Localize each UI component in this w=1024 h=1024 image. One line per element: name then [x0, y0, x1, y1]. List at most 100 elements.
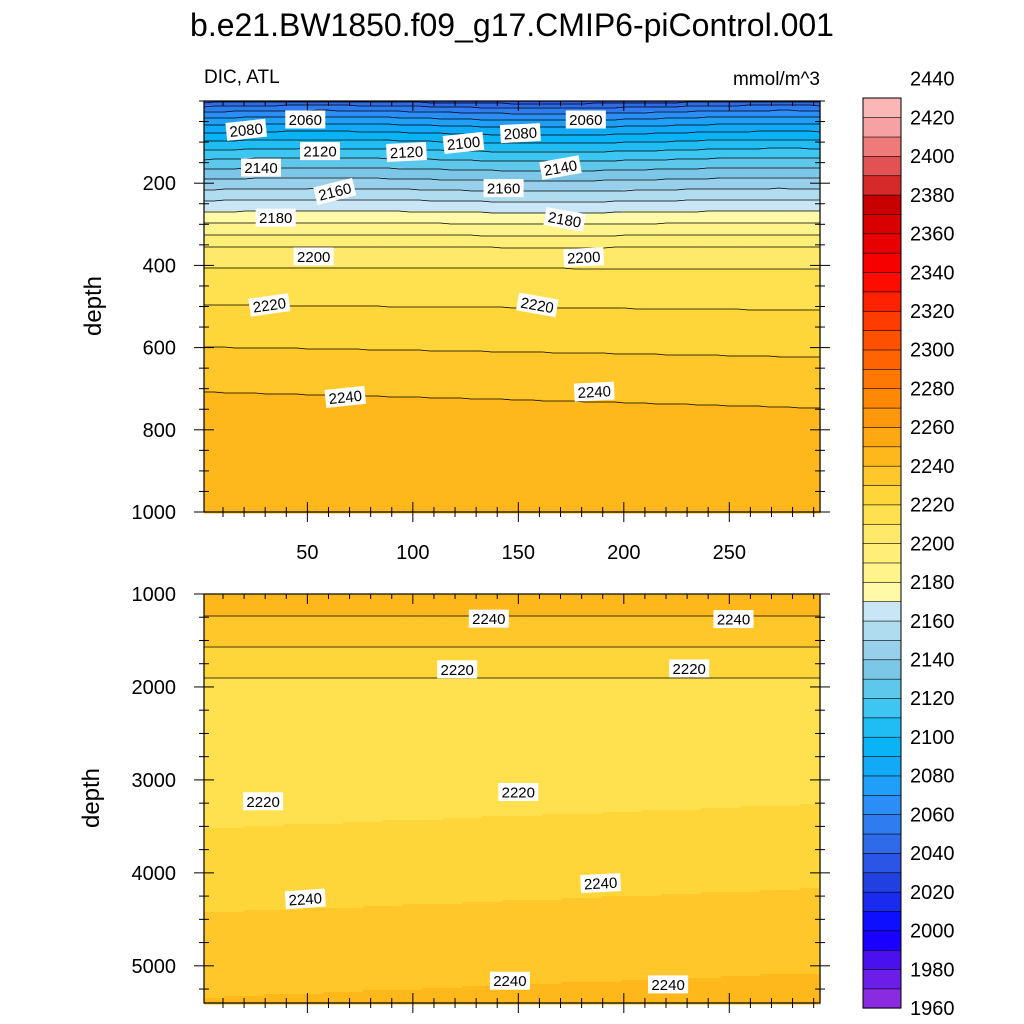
contour-fill-cell	[402, 283, 424, 286]
contour-fill-cell	[720, 153, 742, 156]
contour-fill-cell	[422, 265, 444, 268]
contour-fill-cell	[661, 165, 682, 168]
contour-fill-cell	[780, 221, 801, 224]
contour-fill-cell	[204, 231, 225, 234]
contour-fill-cell	[780, 121, 801, 124]
contour-fill-cell	[283, 227, 304, 230]
contour-fill-cell	[243, 271, 265, 274]
contour-fill-cell	[462, 153, 483, 156]
contour-fill-cell	[641, 153, 662, 156]
contour-fill-cell	[740, 259, 761, 262]
contour-fill-cell	[800, 185, 821, 188]
contour-fill-cell	[541, 297, 563, 300]
contour-fill-cell	[482, 305, 503, 308]
contour-fill-cell	[462, 245, 483, 248]
contour-fill-cell	[680, 185, 702, 188]
contour-fill-cell	[661, 221, 682, 224]
contour-fill-cell	[303, 221, 324, 224]
contour-fill-cell	[482, 147, 503, 150]
contour-fill-cell	[382, 237, 404, 240]
contour-fill-cell	[303, 173, 324, 176]
contour-fill-cell	[263, 145, 285, 148]
contour-fill-cell	[621, 269, 642, 272]
contour-fill-cell	[621, 139, 642, 142]
contour-fill-cell	[442, 181, 463, 184]
contour-fill-cell	[204, 207, 225, 210]
contour-fill-cell	[462, 265, 483, 268]
contour-fill-cell	[780, 219, 801, 222]
contour-fill-cell	[283, 287, 304, 290]
contour-fill-cell	[303, 293, 324, 296]
contour-fill-cell	[482, 111, 503, 114]
contour-fill-cell	[502, 275, 523, 278]
contour-fill-cell	[442, 273, 463, 276]
contour-fill-cell	[601, 303, 622, 306]
contour-fill-cell	[323, 163, 344, 166]
contour-fill-cell	[641, 205, 662, 208]
contour-fill-cell	[740, 203, 761, 206]
contour-fill-cell	[442, 277, 463, 280]
contour-fill-cell	[303, 181, 324, 184]
contour-fill-cell	[581, 291, 603, 294]
contour-fill-cell	[661, 247, 682, 250]
contour-fill-cell	[680, 141, 702, 144]
contour-fill-cell	[442, 259, 463, 262]
contour-fill-cell	[541, 101, 563, 104]
contour-fill-cell	[422, 179, 444, 182]
contour-fill-cell	[204, 195, 225, 198]
contour-fill-cell	[581, 129, 603, 132]
contour-fill-cell	[541, 245, 563, 248]
contour-fill-cell	[402, 249, 424, 252]
contour-fill-cell	[343, 181, 364, 184]
contour-fill-cell	[204, 253, 225, 256]
contour-fill-cell	[462, 155, 483, 158]
contour-fill-cell	[740, 303, 761, 306]
contour-fill-cell	[720, 223, 742, 226]
contour-fill-cell	[601, 101, 622, 104]
contour-fill-cell	[223, 259, 245, 262]
contour-fill-cell	[382, 169, 404, 172]
contour-fill-cell	[382, 121, 404, 124]
contour-fill-cell	[521, 207, 543, 210]
contour-fill-cell	[581, 145, 603, 148]
contour-fill-cell	[601, 193, 622, 196]
contour-fill-cell	[462, 201, 483, 204]
contour-fill-cell	[760, 289, 781, 292]
contour-fill-cell	[223, 151, 245, 154]
contour-fill-cell	[740, 117, 761, 120]
contour-fill-cell	[581, 289, 603, 292]
contour-fill-cell	[442, 235, 463, 238]
contour-fill-cell	[343, 105, 364, 108]
contour-fill-cell	[720, 267, 742, 270]
contour-fill-cell	[204, 275, 225, 278]
contour-fill-cell	[740, 267, 761, 270]
contour-fill-cell	[362, 283, 384, 286]
contour-fill-cell	[601, 227, 622, 230]
contour-fill-cell	[680, 275, 702, 278]
contour-fill-cell	[740, 239, 761, 242]
contour-fill-cell	[422, 145, 444, 148]
contour-fill-cell	[780, 263, 801, 266]
contour-fill-cell	[402, 297, 424, 300]
contour-fill-cell	[422, 133, 444, 136]
contour-fill-cell	[283, 293, 304, 296]
contour-fill-cell	[581, 109, 603, 112]
contour-fill-cell	[680, 133, 702, 136]
contour-fill-cell	[800, 209, 821, 212]
contour-fill-cell	[323, 129, 344, 132]
contour-fill-cell	[462, 299, 483, 302]
contour-fill-cell	[482, 137, 503, 140]
contour-fill-cell	[661, 105, 682, 108]
contour-fill-cell	[482, 281, 503, 284]
contour-fill-cell	[243, 221, 265, 224]
contour-fill-cell	[422, 101, 444, 104]
contour-fill-cell	[760, 241, 781, 244]
contour-fill-cell	[283, 279, 304, 282]
contour-fill-cell	[621, 123, 642, 126]
contour-fill-cell	[204, 201, 225, 204]
contour-fill-cell	[601, 263, 622, 266]
contour-fill-cell	[243, 181, 265, 184]
contour-fill-cell	[720, 155, 742, 158]
contour-fill-cell	[283, 159, 304, 162]
contour-fill-cell	[740, 197, 761, 200]
